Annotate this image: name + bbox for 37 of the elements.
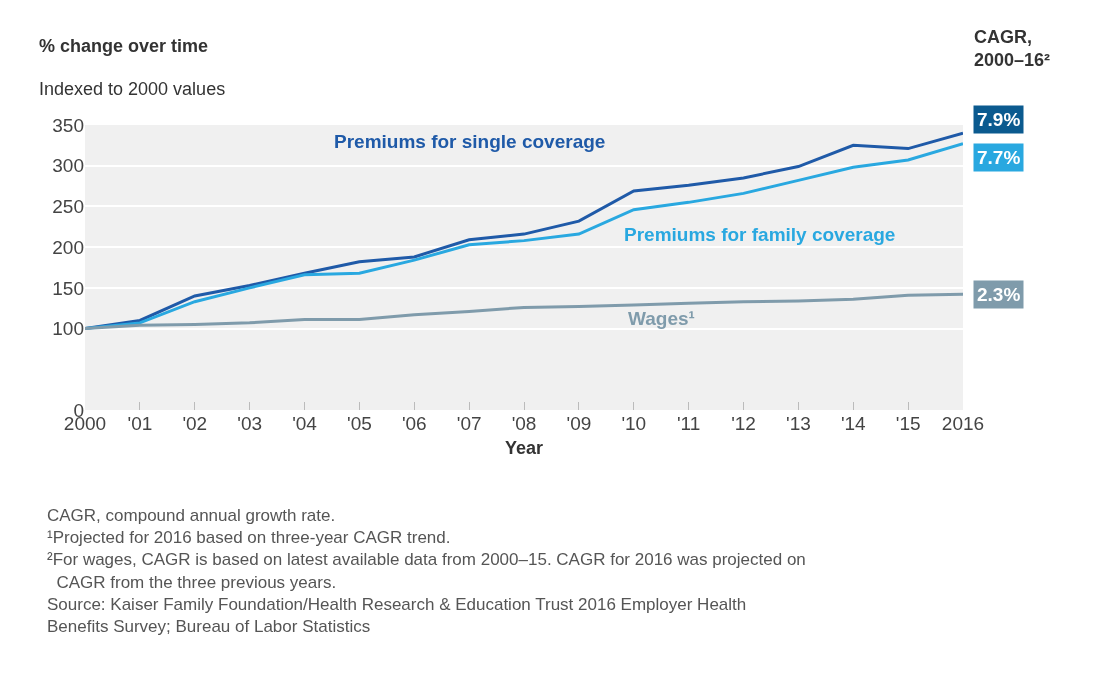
x-tick-label: '06 xyxy=(401,413,427,434)
source-note: Source: Kaiser Family Foundation/Health Research & Education Trust 2016 Employer Health Benefits Survey; Bureau of Labor Statistics xyxy=(47,595,747,636)
y-tick-label: 250 xyxy=(52,196,84,218)
x-axis-title: Year xyxy=(504,438,544,459)
x-tick-label: '13 xyxy=(786,413,811,434)
annotation: 7.7% xyxy=(977,147,1021,168)
y-tick-label: 350 xyxy=(52,114,84,136)
line-series xyxy=(85,292,963,331)
x-tick-label: 2016 xyxy=(941,413,985,434)
chart-title: % change over time xyxy=(39,36,209,56)
y-tick-label: 300 xyxy=(52,155,84,177)
x-tick-label: '10 xyxy=(621,413,647,434)
text: ¹Projected for 2016 based on three-year CAGR trend. xyxy=(47,528,451,547)
x-tick-label: '05 xyxy=(347,413,372,434)
x-tick-label: '14 xyxy=(840,413,867,434)
text: CAGR, compound annual growth rate. xyxy=(47,506,336,525)
x-tick-label: '03 xyxy=(237,413,263,434)
text: ²For wages, CAGR is based on latest available data from 2000–15. CAGR for 2016 was projected on CAGR from the three previous years. xyxy=(47,550,806,592)
series-label: Premiums for family coverage xyxy=(624,224,896,245)
x-tick-label: '12 xyxy=(731,413,756,434)
x-tick-label: '15 xyxy=(895,413,921,434)
y-tick-label: 200 xyxy=(52,236,84,258)
chart-subtitle: Indexed to 2000 values xyxy=(39,79,226,99)
y-tick-label: 150 xyxy=(52,277,84,299)
legend-title: CAGR, 2000–16² xyxy=(974,27,1051,71)
x-tick-label: '09 xyxy=(566,413,592,434)
x-tick-label: '08 xyxy=(511,413,537,434)
x-tick-label: '11 xyxy=(676,413,701,434)
annotation: 2.3% xyxy=(977,284,1021,305)
x-tick-label: '02 xyxy=(182,413,208,434)
x-tick-label: '01 xyxy=(127,413,153,434)
text: Premiums for single coverage xyxy=(334,131,606,152)
y-tick-label: 100 xyxy=(52,318,84,340)
annotation: 7.9% xyxy=(977,109,1021,130)
x-tick-label: '07 xyxy=(456,413,482,434)
x-tick-label: '04 xyxy=(292,413,318,434)
series-label: Wages¹ xyxy=(628,308,695,329)
